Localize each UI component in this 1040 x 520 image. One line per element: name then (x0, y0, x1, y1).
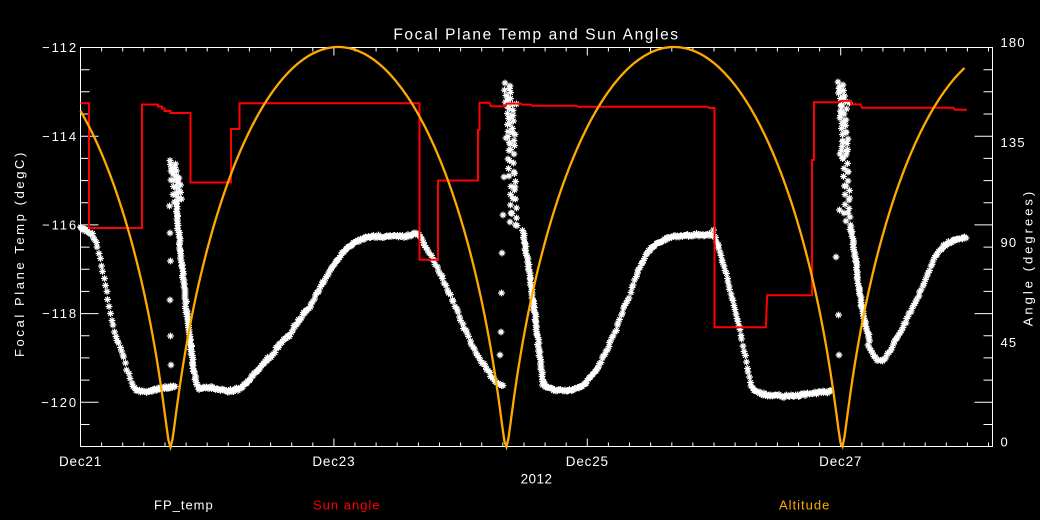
svg-text:−112: −112 (42, 40, 78, 55)
svg-text:Angle (degrees): Angle (degrees) (1021, 189, 1036, 327)
svg-text:135: 135 (1001, 135, 1026, 150)
svg-text:Altitude: Altitude (779, 498, 830, 513)
svg-text:45: 45 (1001, 335, 1018, 350)
svg-text:2012: 2012 (521, 472, 553, 487)
svg-text:FP_temp: FP_temp (154, 498, 214, 513)
svg-text:Dec25: Dec25 (566, 454, 609, 469)
svg-text:Sun angle: Sun angle (313, 498, 381, 513)
svg-text:−116: −116 (42, 218, 78, 233)
svg-text:−114: −114 (42, 129, 78, 144)
svg-text:Dec27: Dec27 (819, 454, 862, 469)
svg-text:180: 180 (1001, 35, 1026, 50)
svg-text:Focal Plane Temp (degC): Focal Plane Temp (degC) (12, 150, 27, 357)
svg-text:0: 0 (1001, 435, 1009, 450)
svg-text:Dec23: Dec23 (312, 454, 355, 469)
svg-text:−120: −120 (41, 395, 78, 410)
svg-text:90: 90 (1001, 235, 1018, 250)
svg-text:−118: −118 (42, 306, 78, 321)
svg-text:Dec21: Dec21 (59, 454, 102, 469)
svg-text:Focal Plane Temp and Sun Angle: Focal Plane Temp and Sun Angles (393, 27, 679, 44)
